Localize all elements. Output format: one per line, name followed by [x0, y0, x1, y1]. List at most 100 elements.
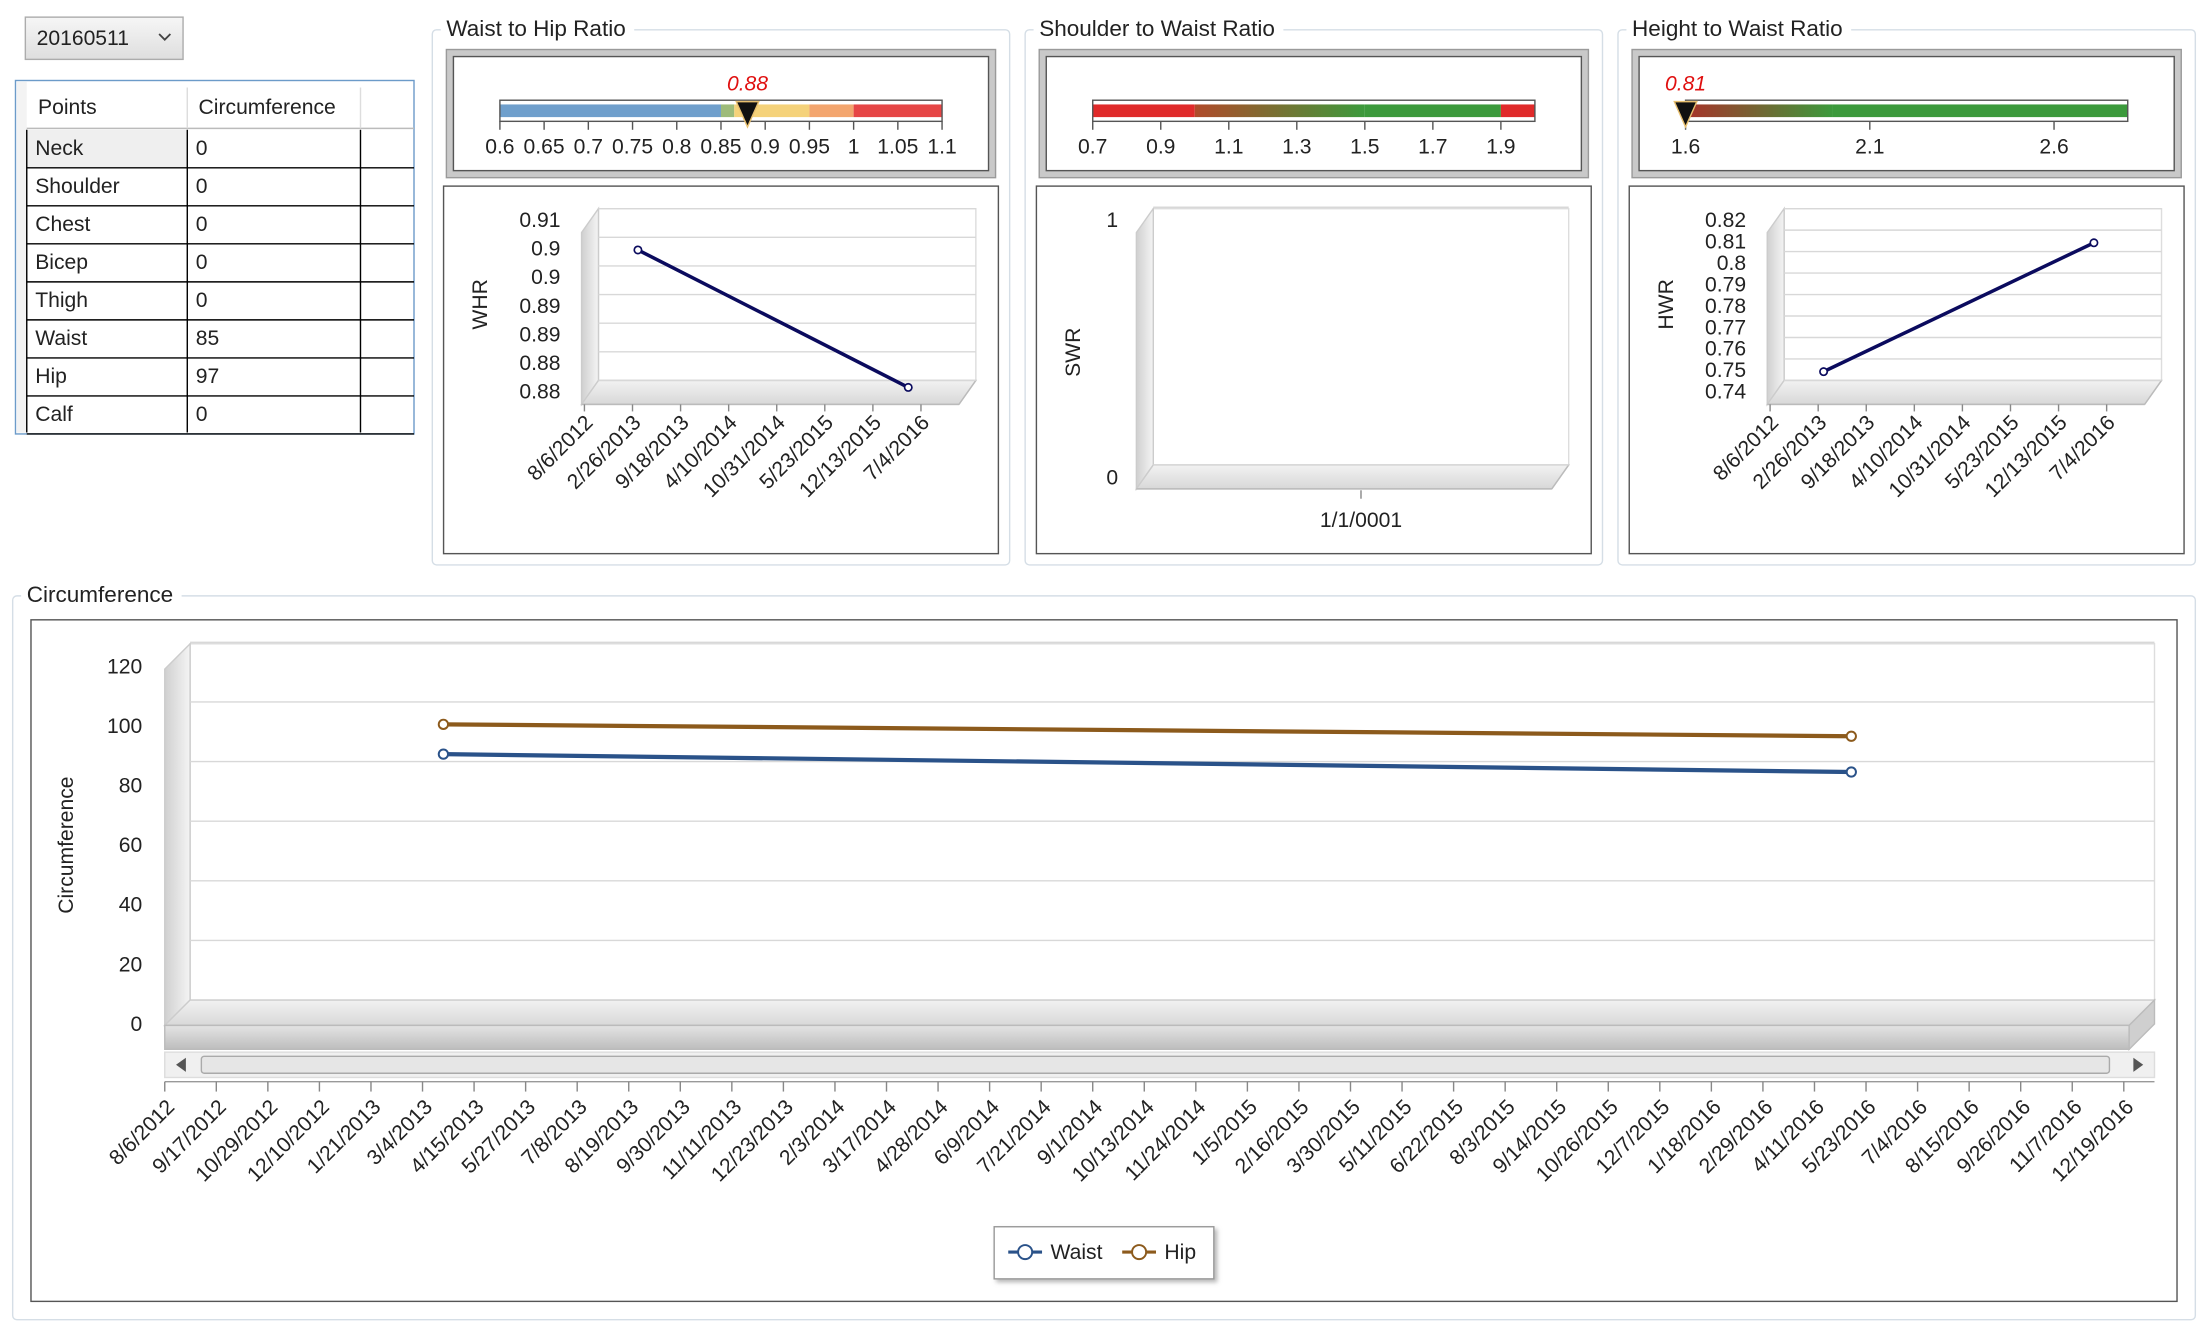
y-tick-label: 120 — [107, 655, 142, 678]
gauge-tick-label: 2.6 — [2039, 136, 2068, 159]
legend-marker — [1131, 1244, 1148, 1261]
y-tick-label: 80 — [119, 775, 142, 798]
y-tick-label: 0.77 — [1705, 316, 1746, 339]
scroll-right[interactable] — [2133, 1057, 2144, 1072]
plot-floor — [163, 999, 2157, 1027]
legend-label: Hip — [1164, 1241, 1196, 1264]
dropdown[interactable] — [24, 16, 184, 61]
plot-floor-side — [2128, 998, 2156, 1052]
gauge-tick-label: 1.9 — [1486, 136, 1515, 159]
row-label: Hip — [35, 365, 67, 388]
legend-label: Waist — [1050, 1241, 1102, 1264]
gauge-tick-label: 0.9 — [751, 136, 780, 159]
y-axis-label: WHR — [469, 279, 492, 329]
data-point — [1819, 367, 1829, 377]
gauge-tick-label: 0.75 — [612, 136, 653, 159]
y-tick-label: 0.89 — [519, 323, 560, 346]
group-title: Waist to Hip Ratio — [446, 16, 625, 41]
series-line — [443, 722, 1852, 739]
row-value[interactable]: 0 — [196, 137, 208, 160]
plot-floor-front — [164, 1024, 2130, 1051]
row-value[interactable]: 0 — [196, 213, 208, 236]
y-axis-label: SWR — [1062, 328, 1085, 377]
gauge-pointer — [1673, 100, 1698, 129]
row-label: Thigh — [35, 289, 88, 312]
y-tick-label: 0.91 — [519, 209, 560, 232]
group-title: Height to Waist Ratio — [1632, 16, 1843, 41]
row-label: Shoulder — [35, 175, 119, 198]
gauge-band — [1685, 104, 1833, 118]
data-point — [1845, 730, 1857, 742]
y-tick-label: 0.76 — [1705, 338, 1746, 361]
group-box — [431, 29, 1011, 566]
y-tick-label: 100 — [107, 715, 142, 738]
y-tick-label: 0.79 — [1705, 273, 1746, 296]
y-tick-label: 0.75 — [1705, 359, 1746, 382]
data-point — [1845, 766, 1857, 778]
gauge-tick-label: 1.6 — [1671, 136, 1700, 159]
series-line — [637, 248, 910, 389]
group-title-bg — [1033, 15, 1284, 44]
y-tick-label: 0.81 — [1705, 230, 1746, 253]
y-axis-label: Circumference — [55, 776, 78, 913]
y-axis-label: HWR — [1655, 279, 1678, 329]
dropdown-arrow — [158, 33, 172, 41]
gauge-tick-label: 1.7 — [1418, 136, 1447, 159]
y-tick-label: 0.89 — [519, 295, 560, 318]
data-point — [437, 748, 450, 760]
row-value[interactable]: 97 — [196, 365, 219, 388]
row-label: Chest — [35, 213, 90, 236]
gauge-value: 0.88 — [727, 72, 768, 95]
y-tick-label: 0.82 — [1705, 209, 1746, 232]
group-title-bg — [21, 581, 182, 610]
legend-marker — [1017, 1244, 1034, 1261]
gauge-band — [1092, 104, 1195, 118]
y-tick-label: 0.88 — [519, 352, 560, 375]
group-title: Circumference — [27, 582, 173, 607]
gauge-tick-label: 0.7 — [1078, 136, 1107, 159]
scroll-thumb[interactable] — [200, 1055, 2111, 1074]
gauge-tick-label: 0.95 — [789, 136, 830, 159]
gauge-band — [853, 104, 943, 118]
column-header: Circumference — [199, 96, 336, 119]
scroll-left[interactable] — [176, 1057, 186, 1072]
gauge-band — [1500, 104, 1535, 118]
data-point — [437, 718, 450, 730]
row-value[interactable]: 0 — [196, 251, 208, 274]
row-label: Neck — [35, 137, 84, 160]
plot-left-wall — [580, 206, 600, 407]
y-tick-label: 40 — [119, 894, 142, 917]
y-tick-label: 0.9 — [531, 238, 560, 261]
data-point — [2089, 238, 2099, 248]
gauge-tick-label: 2.1 — [1855, 136, 1884, 159]
gauge-pointer — [735, 100, 760, 129]
plot-floor — [1135, 464, 1571, 490]
gauge-band — [499, 104, 721, 118]
group-box — [1024, 29, 1604, 566]
y-tick-label: 0 — [1106, 467, 1118, 490]
group-box — [1617, 29, 2197, 566]
data-point — [633, 245, 643, 255]
y-tick-label: 0 — [130, 1013, 142, 1036]
gauge-band — [1194, 104, 1365, 118]
gauge-track — [1092, 99, 1536, 123]
y-tick-label: 0.9 — [531, 266, 560, 289]
row-value[interactable]: 0 — [196, 403, 208, 426]
group-title-bg — [1626, 15, 1852, 44]
gauge-tick-label: 0.8 — [662, 136, 691, 159]
gauge-tick-label: 1.1 — [1214, 136, 1243, 159]
row-value[interactable]: 0 — [196, 175, 208, 198]
gauge-tick-label: 1 — [848, 136, 860, 159]
plot-left-wall — [1766, 206, 1785, 407]
plot-left-wall — [164, 642, 191, 1028]
row-value[interactable]: 0 — [196, 289, 208, 312]
y-tick-label: 0.8 — [1717, 252, 1746, 275]
row-value[interactable]: 85 — [196, 327, 219, 350]
y-tick-label: 0.74 — [1705, 381, 1746, 404]
y-tick-label: 1 — [1106, 209, 1118, 232]
plot-floor — [1765, 379, 2163, 406]
plot-back-wall — [1152, 207, 1570, 466]
y-tick-label: 0.88 — [519, 381, 560, 404]
gauge-band — [809, 104, 854, 118]
